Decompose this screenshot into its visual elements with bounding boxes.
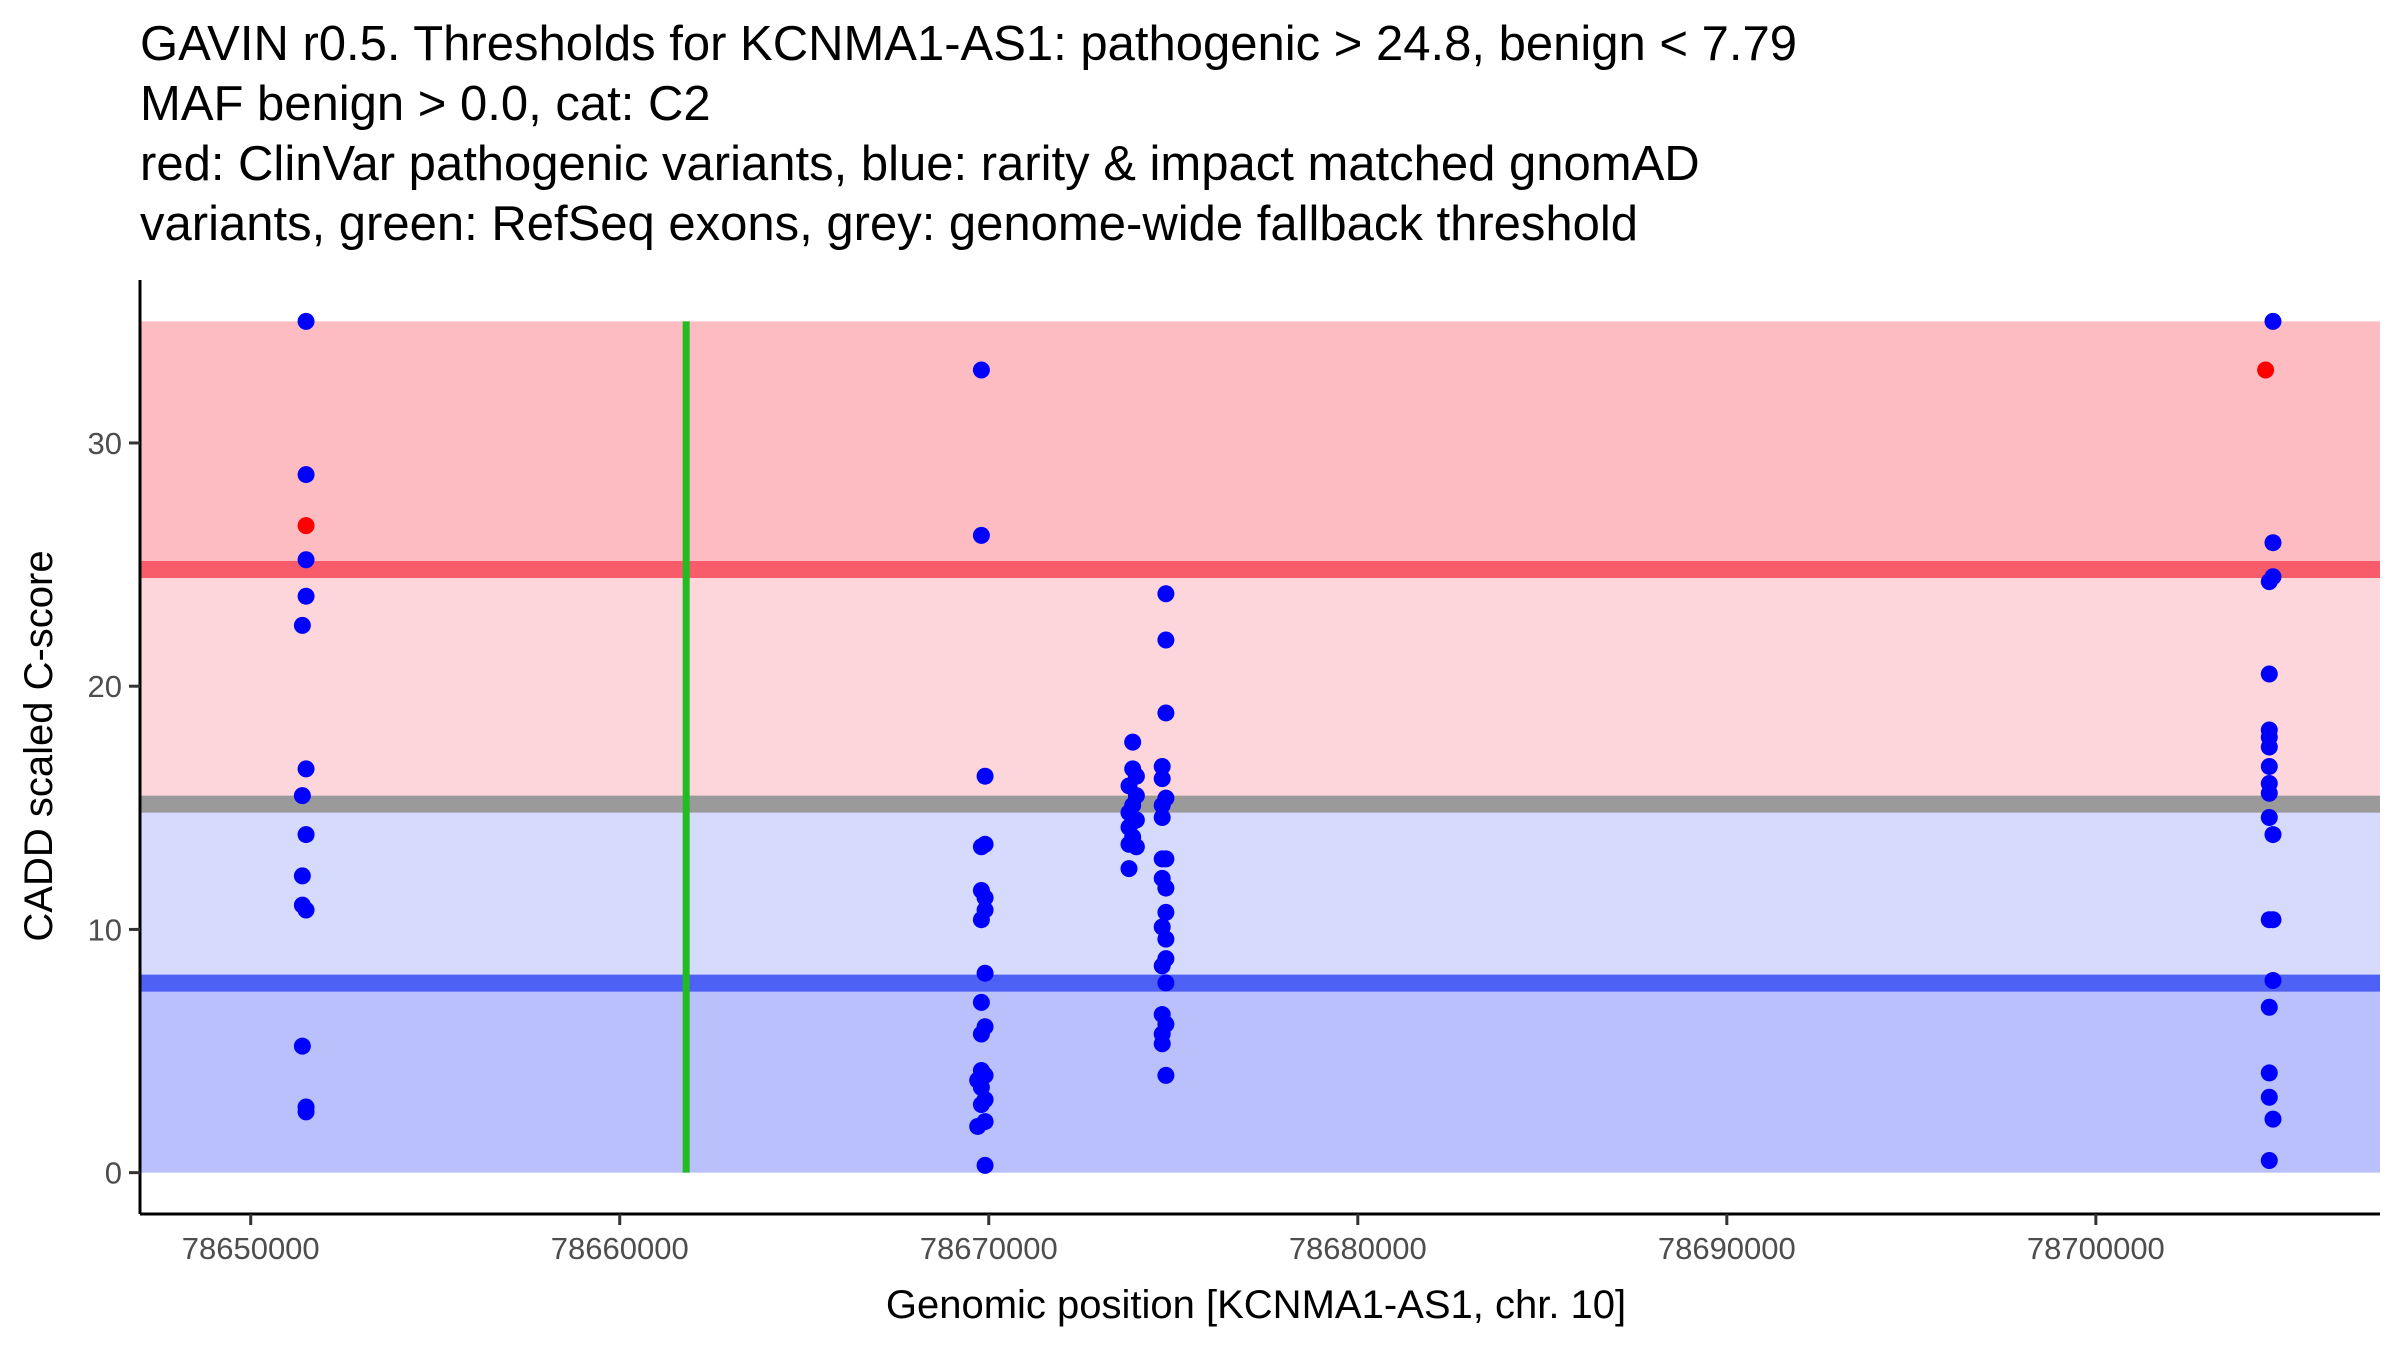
gnomad-point bbox=[2260, 573, 2278, 591]
y-tick-label: 30 bbox=[88, 426, 122, 461]
gnomad-point bbox=[297, 901, 315, 919]
x-tick-label: 78660000 bbox=[551, 1231, 689, 1266]
gnomad-point bbox=[1157, 585, 1175, 603]
gnomad-point bbox=[972, 911, 990, 929]
gnomad-point bbox=[297, 466, 315, 484]
gnomad-point bbox=[2260, 665, 2278, 683]
x-tick-label: 78670000 bbox=[920, 1231, 1058, 1266]
y-axis-ticks: 0 10 20 30 bbox=[88, 426, 140, 1191]
gnomad-point bbox=[1124, 733, 1142, 751]
gnomad-point bbox=[2260, 784, 2278, 802]
x-tick-label: 78700000 bbox=[2027, 1231, 2165, 1266]
gnomad-point bbox=[1153, 809, 1171, 827]
chart-title-block: GAVIN r0.5. Thresholds for KCNMA1-AS1: p… bbox=[140, 14, 2380, 254]
gnomad-point bbox=[969, 1117, 987, 1135]
gnomad-point bbox=[1157, 903, 1175, 921]
gnomad-point bbox=[2260, 738, 2278, 756]
x-axis-title: Genomic position [KCNMA1-AS1, chr. 10] bbox=[886, 1283, 1626, 1327]
gnomad-point bbox=[2264, 826, 2282, 844]
gnomad-point bbox=[1153, 757, 1171, 775]
title-line-2: MAF benign > 0.0, cat: C2 bbox=[140, 77, 711, 131]
gnomad-point bbox=[1157, 1066, 1175, 1084]
gnomad-point bbox=[1157, 974, 1175, 992]
gnomad-point bbox=[972, 838, 990, 856]
y-tick-label: 10 bbox=[88, 912, 122, 947]
gnomad-point bbox=[1157, 930, 1175, 948]
gnomad-point bbox=[2264, 972, 2282, 989]
gnomad-point bbox=[972, 1025, 990, 1043]
pathogenic-band bbox=[140, 321, 2380, 570]
gnomad-point bbox=[293, 616, 311, 634]
gnomad-point bbox=[1153, 796, 1171, 814]
clinvar-point bbox=[2257, 361, 2275, 379]
x-tick-label: 78690000 bbox=[1658, 1231, 1796, 1266]
gnomad-point bbox=[976, 767, 994, 785]
gnomad-point bbox=[1157, 704, 1175, 722]
gnomad-point bbox=[293, 787, 311, 805]
gnomad-point bbox=[1153, 957, 1171, 975]
gnomad-point bbox=[2260, 757, 2278, 775]
gnomad-point bbox=[1120, 860, 1138, 878]
gnomad-point bbox=[297, 760, 315, 778]
gnomad-point bbox=[976, 964, 994, 982]
x-axis-ticks: 78650000 78660000 78670000 78680000 78690000… bbox=[182, 1214, 2165, 1266]
y-axis-title: CADD scaled C-score bbox=[17, 550, 61, 941]
middle-band-lower bbox=[140, 804, 2380, 984]
clinvar-point bbox=[297, 517, 315, 535]
axes bbox=[138, 280, 2380, 1216]
title-line-4: variants, green: RefSeq exons, grey: gen… bbox=[140, 197, 1639, 251]
gnomad-point bbox=[972, 526, 990, 544]
threshold-bands bbox=[140, 321, 2380, 1173]
gnomad-point bbox=[297, 312, 315, 330]
x-tick-label: 78680000 bbox=[1289, 1231, 1427, 1266]
gnomad-point bbox=[2260, 809, 2278, 827]
gnomad-point bbox=[1157, 879, 1175, 897]
y-tick-label: 20 bbox=[88, 669, 122, 704]
gnomad-point bbox=[972, 993, 990, 1011]
gnomad-point bbox=[972, 1096, 990, 1114]
benign-band bbox=[140, 983, 2380, 1173]
gnomad-point bbox=[1157, 631, 1175, 649]
gnomad-point bbox=[976, 1156, 994, 1174]
middle-band-upper bbox=[140, 569, 2380, 805]
gnomad-point bbox=[2264, 534, 2282, 552]
title-line-1: GAVIN r0.5. Thresholds for KCNMA1-AS1: p… bbox=[140, 17, 1797, 71]
gnomad-point bbox=[293, 867, 311, 885]
gnomad-point bbox=[297, 826, 315, 844]
gnomad-point bbox=[1153, 770, 1171, 788]
gnomad-point bbox=[972, 361, 990, 379]
x-tick-label: 78650000 bbox=[182, 1231, 320, 1266]
gnomad-point bbox=[293, 1037, 311, 1055]
gnomad-point bbox=[297, 587, 315, 605]
gnomad-point bbox=[297, 551, 315, 569]
gnomad-point bbox=[2260, 1064, 2278, 1082]
gnomad-point bbox=[1153, 850, 1171, 868]
gnomad-point bbox=[2260, 1151, 2278, 1169]
gnomad-point bbox=[2260, 998, 2278, 1016]
gnomad-point bbox=[1120, 835, 1138, 853]
y-tick-label: 0 bbox=[105, 1156, 122, 1191]
title-line-3: red: ClinVar pathogenic variants, blue: … bbox=[140, 137, 1700, 191]
gnomad-point bbox=[2264, 312, 2282, 330]
data-points bbox=[293, 312, 2282, 1174]
gnomad-point bbox=[2260, 1088, 2278, 1106]
gnomad-point bbox=[297, 1103, 315, 1121]
gnomad-point bbox=[1153, 1035, 1171, 1053]
gnomad-point bbox=[976, 889, 994, 907]
gnomad-point bbox=[2264, 1110, 2282, 1128]
gnomad-point bbox=[2264, 911, 2282, 929]
